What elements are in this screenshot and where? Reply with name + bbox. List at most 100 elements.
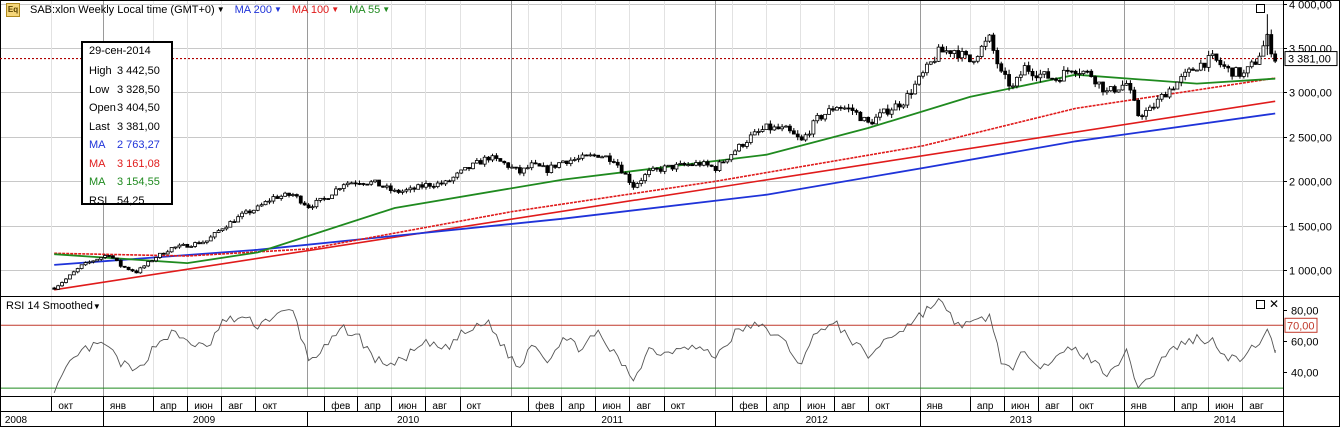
price-gridlines <box>0 0 1283 396</box>
rsi-selector[interactable]: RSI 14 Smoothed▼ <box>6 300 101 312</box>
close-rsi-panel-button[interactable]: ✕ <box>1269 297 1280 311</box>
month-label: окт <box>262 401 277 412</box>
candle-body <box>322 197 327 200</box>
candle-body <box>369 181 374 185</box>
candle-body <box>525 167 530 170</box>
candle-body <box>103 255 107 258</box>
candle-body <box>169 247 174 253</box>
candle-body <box>486 156 491 161</box>
maximize-price-panel-button[interactable] <box>1256 4 1265 13</box>
ohlc-value: 2 763,27 <box>117 139 160 152</box>
candle-body <box>283 192 288 197</box>
candle-body <box>924 63 929 74</box>
candle-body <box>608 155 612 162</box>
candle-body <box>737 143 741 152</box>
candle-body <box>858 111 863 122</box>
candle-body <box>1155 98 1160 108</box>
candle-body <box>361 183 366 185</box>
candle-body <box>83 262 88 266</box>
candle-body <box>1269 34 1274 55</box>
candle-body <box>1179 76 1184 83</box>
candle-body <box>1124 83 1129 86</box>
candle-body <box>275 196 280 199</box>
month-label: авг <box>841 401 856 412</box>
candle-body <box>611 161 616 163</box>
maximize-rsi-panel-button[interactable] <box>1256 300 1265 309</box>
candle-body <box>592 154 597 157</box>
chart-header: Eq SAB:xlon Weekly Local time (GMT+0) ▼ … <box>6 3 390 17</box>
ohlc-key: MA <box>89 157 106 170</box>
candle-body <box>698 162 702 166</box>
ohlc-value: 3 161,08 <box>117 157 160 170</box>
candle-body <box>1108 86 1113 92</box>
month-label: июн <box>194 401 213 412</box>
month-label: июн <box>1215 401 1234 412</box>
ma100-selector[interactable]: MA 100 ▼ <box>292 4 339 16</box>
tick-label: 2 500,00 <box>1289 133 1332 145</box>
candle-body <box>971 60 976 63</box>
candle-body <box>654 167 659 170</box>
candle-body <box>568 159 573 165</box>
candle-body <box>1081 70 1086 74</box>
candle-body <box>760 129 765 132</box>
candle-body <box>392 189 397 192</box>
candle-body <box>725 159 730 163</box>
candle-body <box>694 162 698 166</box>
ohlc-row: Low 3 328,50 <box>89 81 165 100</box>
candle-body <box>893 103 898 111</box>
candle-body <box>709 164 714 167</box>
candle-body <box>874 116 878 125</box>
candle-body <box>482 156 487 165</box>
candle-body <box>114 257 119 261</box>
moving-average-lines <box>0 57 1283 291</box>
candle-body <box>944 50 949 53</box>
candle-body <box>291 194 295 196</box>
candle-body <box>298 195 303 204</box>
candle-body <box>345 182 350 186</box>
candle-body <box>365 183 370 186</box>
ma100-label: MA 100 <box>291 4 330 16</box>
candle-body <box>658 168 663 172</box>
symbol-selector[interactable]: SAB:xlon Weekly Local time (GMT+0) ▼ <box>30 4 225 16</box>
symbol-label: SAB:xlon Weekly Local time (GMT+0) <box>30 4 215 16</box>
candle-body <box>349 182 354 185</box>
candle-body <box>1065 69 1070 72</box>
candle-body <box>1218 59 1223 66</box>
month-label: фев <box>331 400 350 412</box>
candle-body <box>99 257 104 260</box>
candle-body <box>130 269 135 272</box>
candle-body <box>541 165 546 168</box>
candle-body <box>862 116 867 122</box>
month-label: окт <box>1079 401 1094 412</box>
chart-icon[interactable]: Eq <box>6 3 20 17</box>
candle-body <box>428 183 432 187</box>
month-label: окт <box>671 401 686 412</box>
candle-body <box>870 121 875 125</box>
ma55-line <box>54 73 1276 265</box>
chevron-down-icon: ▼ <box>331 5 340 14</box>
ma55-selector[interactable]: MA 55 ▼ <box>349 4 390 16</box>
candle-body <box>95 258 100 262</box>
candle-body <box>52 287 57 290</box>
ohlc-key: RSI <box>89 194 108 207</box>
candle-body <box>279 195 284 199</box>
candle-body <box>146 261 151 267</box>
candle-body <box>75 268 80 273</box>
candle-body <box>474 160 479 164</box>
candle-body <box>181 243 186 246</box>
candle-body <box>373 179 378 183</box>
candle-body <box>1210 53 1215 56</box>
overbought-label: 70,00 <box>1287 320 1315 332</box>
candle-body <box>514 166 518 169</box>
candle-body <box>400 190 405 193</box>
ohlc-value: 3 442,50 <box>117 65 160 78</box>
candle-body <box>1234 67 1238 77</box>
candle-body <box>1050 77 1055 80</box>
candle-body <box>940 46 945 53</box>
trend-line <box>54 100 1276 291</box>
candle-body <box>1034 75 1039 79</box>
ma200-selector[interactable]: MA 200 ▼ <box>235 4 282 16</box>
candle-body <box>216 230 221 233</box>
ohlc-value: 3 328,50 <box>117 83 160 96</box>
